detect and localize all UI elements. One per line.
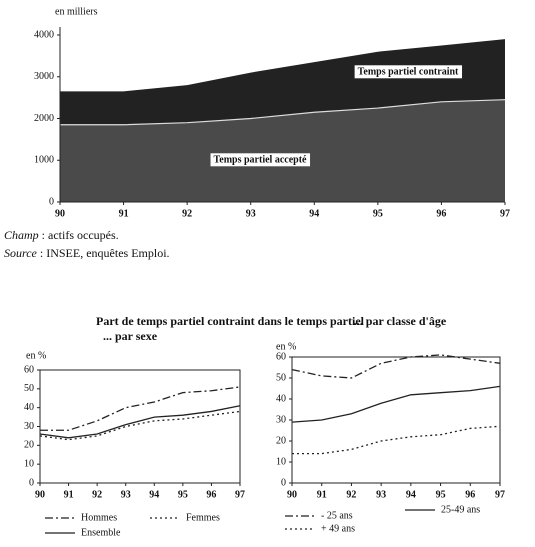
y-tick-label: 30 (24, 421, 34, 432)
line (40, 386, 241, 431)
y-tick-label: 0 (281, 477, 286, 488)
y-tick-label: 40 (276, 393, 286, 404)
y-axis-label: en % (26, 350, 46, 361)
line (39, 405, 241, 439)
x-tick-label: 97 (235, 489, 245, 500)
note-text: : actifs occupés. (42, 228, 119, 242)
y-axis-label: en milliers (55, 6, 98, 17)
plot-frame (39, 369, 241, 484)
x-tick-label: 96 (436, 208, 446, 219)
x-tick-label: 95 (373, 208, 383, 219)
note-label: Source (4, 246, 38, 260)
legend-label: Hommes (81, 512, 117, 523)
x-tick-label: 95 (436, 489, 446, 500)
series-label: Temps partiel contraint (358, 66, 459, 77)
y-tick-label: 4000 (34, 29, 54, 40)
line (291, 385, 501, 423)
x-tick-label: 91 (119, 208, 129, 219)
y-tick-label: 60 (276, 351, 286, 362)
x-tick-label: 90 (35, 489, 45, 500)
note: Champ : actifs occupés. (4, 228, 119, 242)
chart-subtitle: ... par classe d'âge (354, 314, 447, 328)
x-tick-label: 94 (406, 489, 416, 500)
x-tick-label: 91 (64, 489, 74, 500)
y-tick-label: 50 (24, 383, 34, 394)
x-tick-label: 92 (92, 489, 102, 500)
series-label: Temps partiel accepté (214, 154, 308, 165)
y-tick-label: 10 (24, 458, 34, 469)
plot-frame (291, 356, 501, 484)
y-tick-label: 30 (276, 414, 286, 425)
y-tick-label: 20 (276, 435, 286, 446)
x-tick-label: 96 (465, 489, 475, 500)
note-label: Champ (4, 228, 39, 242)
x-tick-label: 94 (309, 208, 319, 219)
x-tick-label: 93 (376, 489, 386, 500)
area (60, 39, 505, 125)
x-tick-label: 97 (495, 489, 505, 500)
area (60, 99, 505, 202)
y-axis-label: en % (276, 341, 296, 352)
legend-label: 25-49 ans (441, 504, 480, 515)
x-tick-label: 97 (500, 208, 510, 219)
line (292, 425, 501, 455)
label-box (210, 153, 311, 167)
x-tick-label: 90 (55, 208, 65, 219)
y-tick-label: 2000 (34, 113, 54, 124)
note: Source : INSEE, enquêtes Emploi. (4, 246, 170, 260)
label-box (354, 65, 463, 79)
line (291, 354, 501, 379)
x-tick-label: 93 (246, 208, 256, 219)
x-tick-label: 96 (206, 489, 216, 500)
boundary-line (60, 99, 506, 126)
y-tick-label: 50 (276, 372, 286, 383)
y-tick-label: 10 (276, 456, 286, 467)
y-tick-label: 60 (24, 364, 34, 375)
legend-label: Femmes (186, 512, 220, 523)
y-tick-label: 0 (29, 477, 34, 488)
x-tick-label: 90 (287, 489, 297, 500)
note-text: : INSEE, enquêtes Emploi. (40, 246, 170, 260)
legend-label: - 25 ans (321, 510, 353, 521)
y-tick-label: 0 (49, 196, 54, 207)
legend-label: Ensemble (81, 527, 121, 538)
chart-subtitle: ... par sexe (103, 329, 158, 343)
x-tick-label: 92 (346, 489, 356, 500)
y-tick-label: 20 (24, 440, 34, 451)
y-tick-label: 40 (24, 402, 34, 413)
x-tick-label: 94 (149, 489, 159, 500)
x-tick-label: 93 (121, 489, 131, 500)
y-tick-label: 1000 (34, 155, 54, 166)
x-tick-label: 92 (182, 208, 192, 219)
y-tick-label: 3000 (34, 71, 54, 82)
x-tick-label: 91 (317, 489, 327, 500)
legend-label: + 49 ans (321, 523, 355, 534)
x-tick-label: 95 (178, 489, 188, 500)
line (39, 410, 241, 441)
heading: Part de temps partiel contraint dans le … (96, 314, 365, 328)
